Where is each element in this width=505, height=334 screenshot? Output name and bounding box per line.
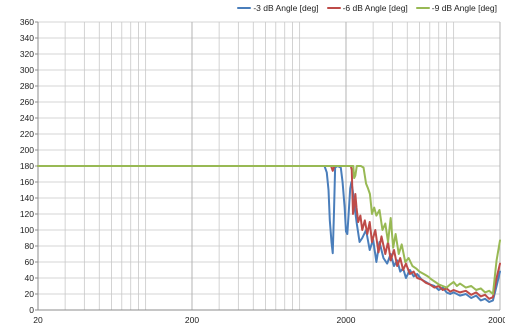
legend-item-1: -3 dB Angle [deg] [237, 3, 319, 13]
y-tick-label: 300 [20, 65, 34, 75]
x-tick-label: 2000 [337, 315, 356, 325]
y-tick-label: 360 [20, 17, 34, 27]
y-tick-label: 140 [20, 193, 34, 203]
series-layer [37, 165, 501, 303]
y-tick-label: 80 [25, 241, 35, 251]
legend-swatch [415, 7, 430, 9]
legend-label: -3 dB Angle [deg] [253, 3, 319, 13]
y-tick-label: 240 [20, 113, 34, 123]
y-tick-label: 180 [20, 161, 34, 171]
y-tick-label: 120 [20, 209, 34, 219]
y-tick-label: 260 [20, 97, 34, 107]
legend-swatch [237, 7, 252, 9]
y-tick-label: 20 [25, 289, 35, 299]
y-tick-label: 340 [20, 33, 34, 43]
legend-item-2: -6 dB Angle [deg] [326, 3, 408, 13]
y-tick-label: 40 [25, 273, 35, 283]
series-line-2 [37, 165, 501, 300]
x-tick-label: 200 [185, 315, 199, 325]
y-tick-label: 280 [20, 81, 34, 91]
series-line-3 [37, 165, 501, 295]
grid-layer [37, 21, 501, 311]
legend-item-3: -9 dB Angle [deg] [415, 3, 497, 13]
legend-label: -6 dB Angle [deg] [342, 3, 408, 13]
y-tick-label: 160 [20, 177, 34, 187]
legend-swatch [326, 7, 341, 9]
y-tick-label: 200 [20, 145, 34, 155]
y-tick-label: 100 [20, 225, 34, 235]
y-tick-label: 220 [20, 129, 34, 139]
tick-label-layer: 0204060801001201401601802002202402602803… [20, 17, 505, 325]
legend-label: -9 dB Angle [deg] [431, 3, 497, 13]
x-tick-label: 20 [33, 315, 43, 325]
x-tick-label: 20000 [488, 315, 505, 325]
y-tick-label: 60 [25, 257, 35, 267]
chart-legend: -3 dB Angle [deg] -6 dB Angle [deg] -9 dB … [237, 3, 497, 13]
y-tick-label: 320 [20, 49, 34, 59]
series-line-1 [37, 165, 501, 303]
y-tick-label: 0 [29, 305, 34, 315]
